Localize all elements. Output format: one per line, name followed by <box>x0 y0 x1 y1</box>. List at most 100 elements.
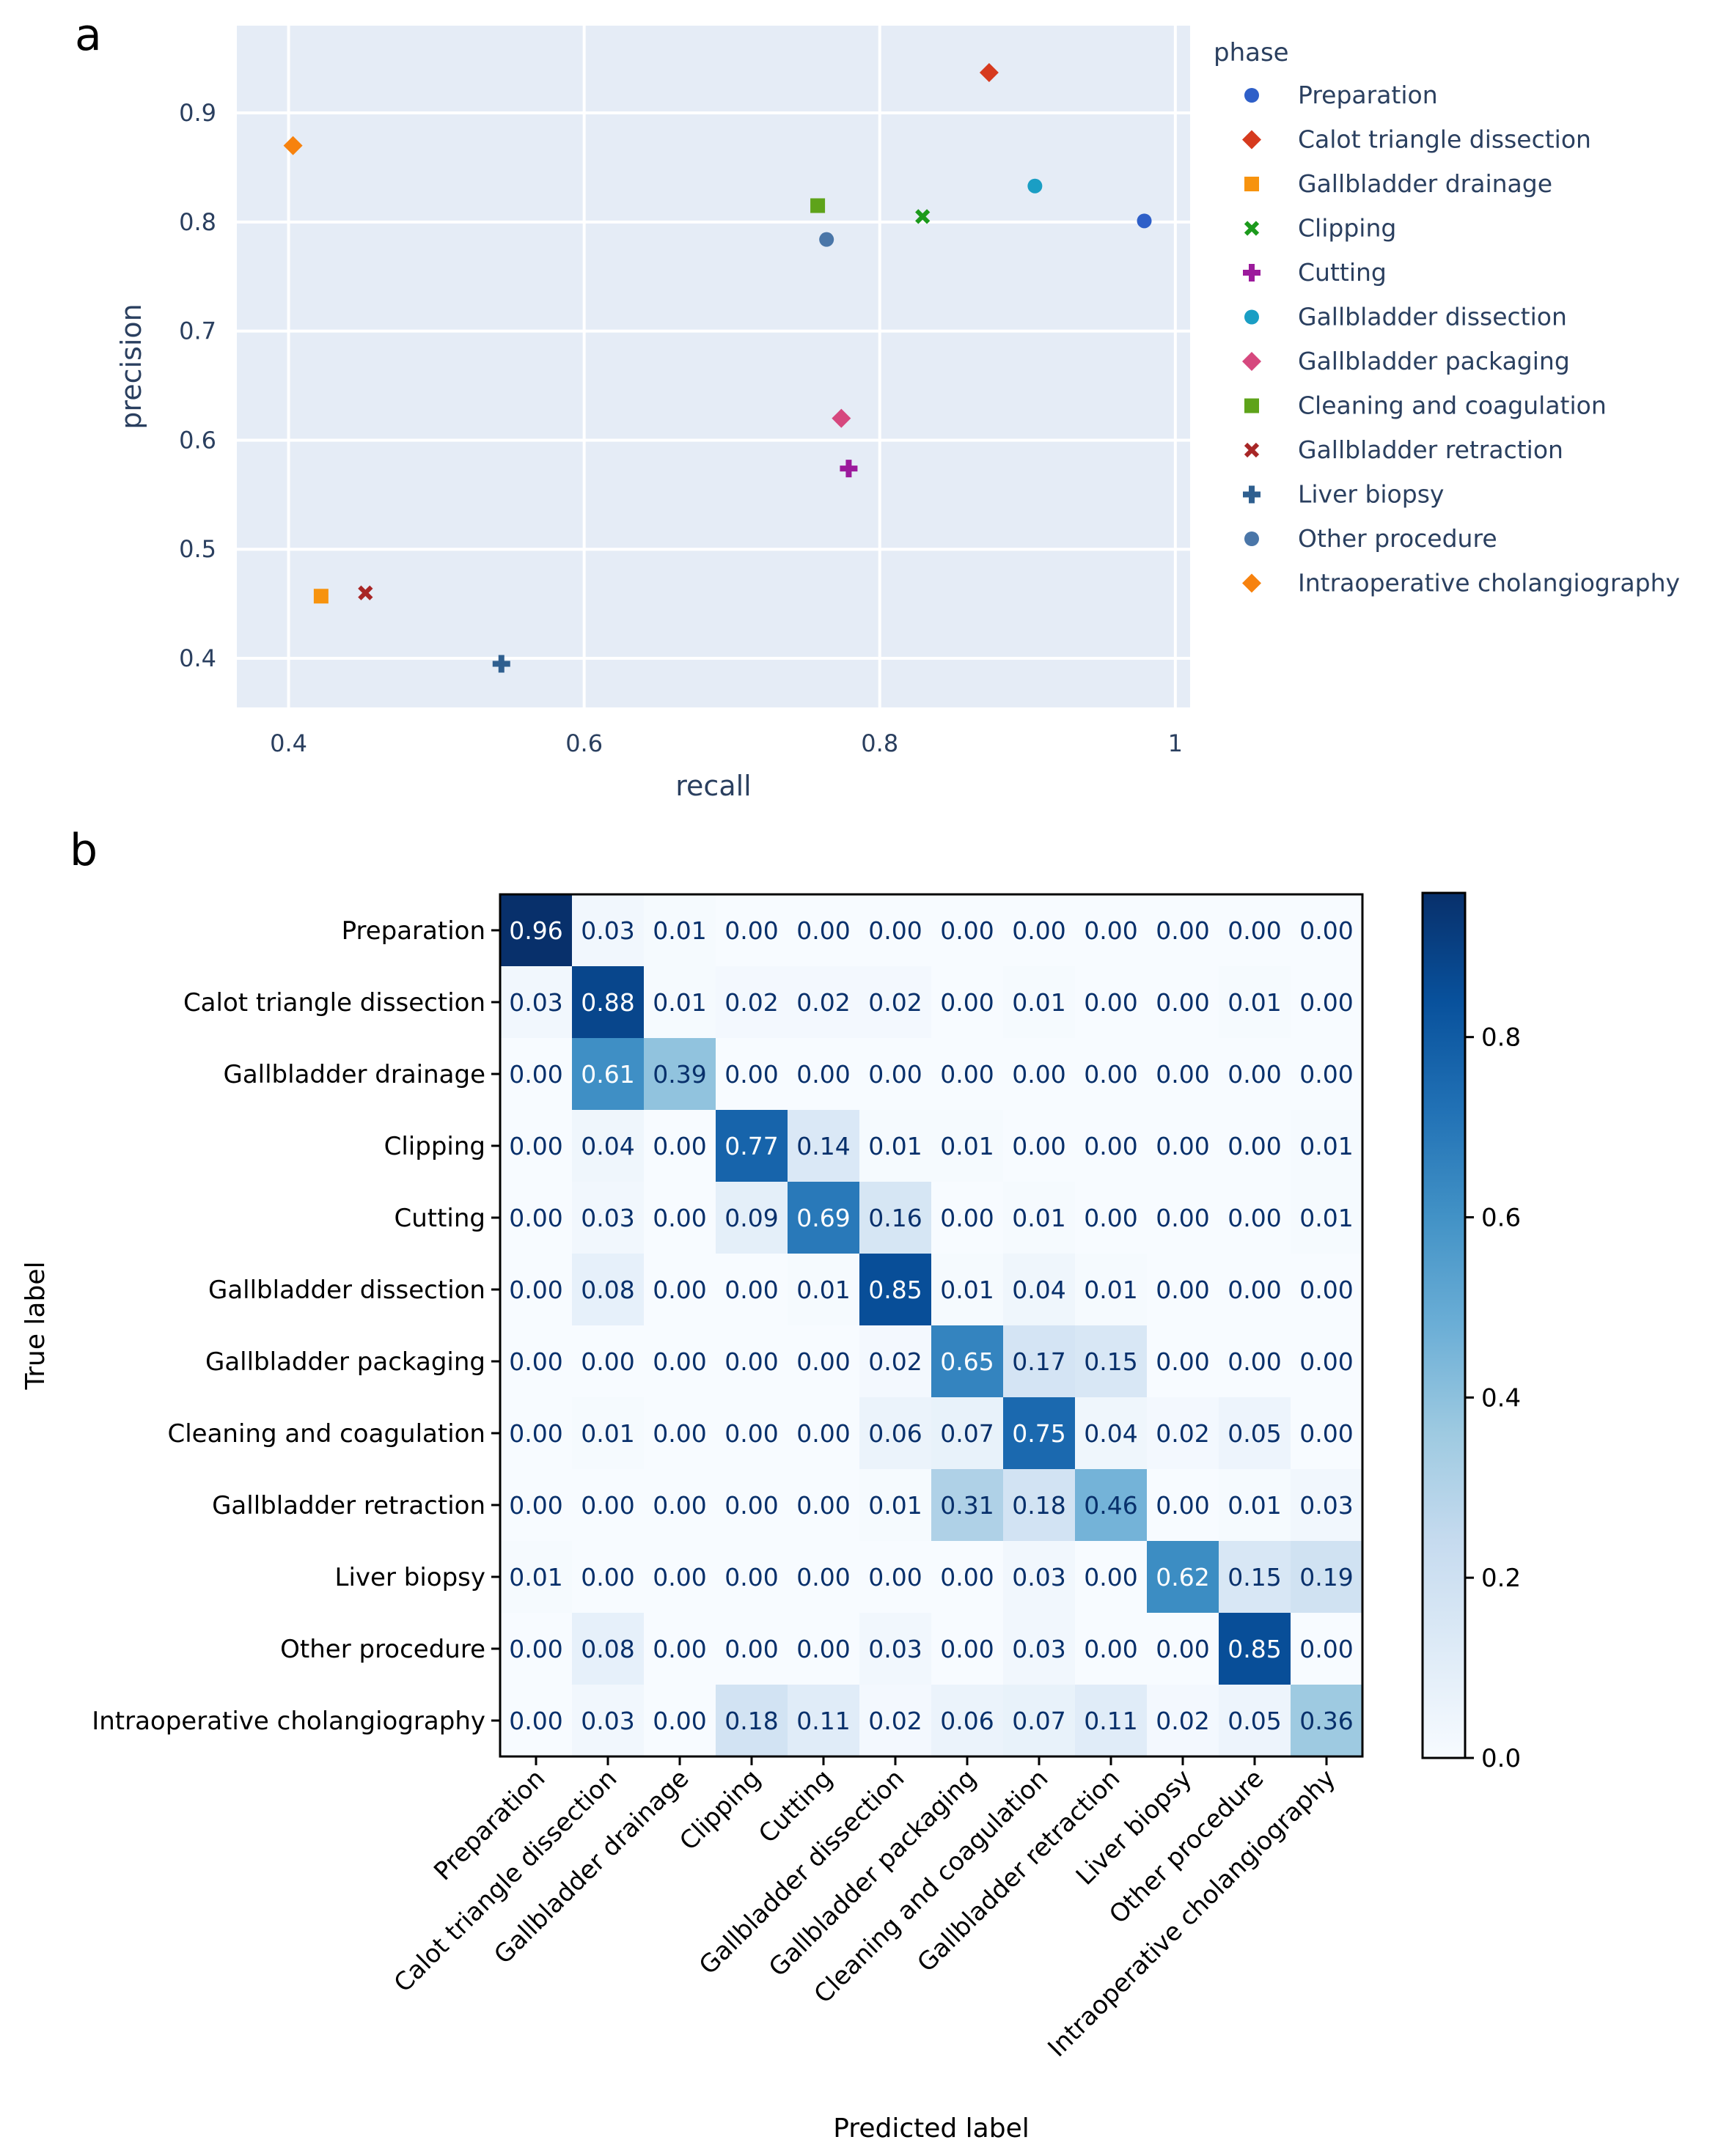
matrix-cell-value: 0.01 <box>868 1132 922 1160</box>
matrix-cell <box>716 1110 788 1182</box>
matrix-cell-value: 0.01 <box>940 1276 994 1304</box>
legend-item-calot-triangle-dissection[interactable]: Calot triangle dissection <box>1242 125 1591 154</box>
legend-marker <box>1244 221 1260 236</box>
matrix-cell-value: 0.00 <box>581 1347 634 1376</box>
legend-item-gallbladder-dissection[interactable]: Gallbladder dissection <box>1244 303 1567 331</box>
matrix-cell <box>1147 1613 1219 1685</box>
matrix-cell <box>500 1541 573 1614</box>
matrix-cell-value: 0.00 <box>796 1563 850 1592</box>
legend-item-liver-biopsy[interactable]: Liver biopsy <box>1243 480 1444 509</box>
row-label: Other procedure <box>280 1635 485 1664</box>
legend-item-preparation[interactable]: Preparation <box>1244 81 1438 109</box>
scatter-legend[interactable]: phase Preparation Calot triangle dissecti… <box>1214 38 1680 597</box>
legend-label: Preparation <box>1298 81 1438 109</box>
matrix-cell <box>1147 1685 1219 1757</box>
matrix-cell <box>1291 1469 1363 1542</box>
matrix-cell-value: 0.00 <box>868 1060 922 1089</box>
matrix-cell <box>1219 1397 1291 1470</box>
matrix-cell-value: 0.00 <box>724 1635 778 1663</box>
matrix-cell <box>1291 1613 1363 1685</box>
matrix-cell <box>644 1038 716 1111</box>
matrix-cell-value: 0.00 <box>1084 1563 1137 1592</box>
matrix-cell-value: 0.00 <box>509 1276 562 1304</box>
matrix-cell <box>1219 1613 1291 1685</box>
matrix-cell-value: 0.00 <box>1228 916 1281 945</box>
matrix-cell-value: 0.01 <box>1084 1276 1137 1304</box>
matrix-cell-value: 0.00 <box>940 1060 994 1089</box>
matrix-cell <box>1147 1325 1219 1398</box>
legend-item-gallbladder-drainage[interactable]: Gallbladder drainage <box>1244 169 1552 198</box>
matrix-cell <box>859 1685 932 1757</box>
scatter-y-axis-label: precision <box>115 303 147 429</box>
scatter-plot-area <box>237 26 1190 707</box>
matrix-cell-value: 0.17 <box>1012 1347 1065 1376</box>
matrix-cell <box>572 1541 645 1614</box>
matrix-cell <box>500 1038 573 1111</box>
matrix-cell-value: 0.00 <box>1084 1204 1137 1232</box>
matrix-cell-value: 0.85 <box>1228 1635 1281 1663</box>
colorbar-tick-label: 0.8 <box>1481 1023 1521 1053</box>
matrix-cell-value: 0.00 <box>1299 1276 1353 1304</box>
matrix-cell <box>931 1613 1004 1685</box>
legend-label: Cutting <box>1298 258 1387 287</box>
column-label: Clipping <box>674 1764 766 1856</box>
matrix-cell-value: 0.00 <box>1156 988 1209 1017</box>
matrix-cell-value: 0.03 <box>581 916 634 945</box>
matrix-cell-value: 0.00 <box>796 916 850 945</box>
legend-item-cleaning-and-coagulation[interactable]: Cleaning and coagulation <box>1244 391 1607 420</box>
matrix-cell <box>1147 1038 1219 1111</box>
panel-b-letter: b <box>70 825 98 876</box>
matrix-cell <box>788 1325 860 1398</box>
matrix-cell <box>500 966 573 1039</box>
matrix-cell <box>644 1325 716 1398</box>
matrix-cell <box>1147 1110 1219 1182</box>
legend-marker <box>1242 130 1261 150</box>
matrix-cell <box>572 1038 645 1111</box>
legend-marker <box>1244 177 1259 191</box>
matrix-cell-value: 0.00 <box>1299 988 1353 1017</box>
matrix-cell-value: 0.05 <box>1228 1419 1281 1448</box>
row-label: Gallbladder drainage <box>223 1060 485 1089</box>
legend-label: Intraoperative cholangiography <box>1298 569 1680 597</box>
matrix-cell-value: 0.03 <box>581 1707 634 1735</box>
matrix-cell <box>1003 1397 1076 1470</box>
legend-item-gallbladder-packaging[interactable]: Gallbladder packaging <box>1242 347 1570 375</box>
matrix-cell-value: 0.00 <box>509 1635 562 1663</box>
matrix-cell <box>716 1325 788 1398</box>
legend-label: Gallbladder drainage <box>1298 169 1552 198</box>
matrix-cell <box>572 1182 645 1254</box>
legend-item-other-procedure[interactable]: Other procedure <box>1244 524 1497 553</box>
legend-item-intraoperative-cholangiography[interactable]: Intraoperative cholangiography <box>1242 569 1680 597</box>
point-intraoperative-cholangiography <box>283 136 303 155</box>
matrix-cell-value: 0.00 <box>581 1563 634 1592</box>
matrix-cell-value: 0.03 <box>1299 1491 1353 1520</box>
legend-item-cutting[interactable]: Cutting <box>1243 258 1387 287</box>
matrix-cell <box>859 1182 932 1254</box>
matrix-cell <box>1219 1325 1291 1398</box>
matrix-cell <box>716 1613 788 1685</box>
matrix-cell-value: 0.04 <box>581 1132 634 1160</box>
matrix-cell <box>572 1469 645 1542</box>
matrix-cell-value: 0.00 <box>1299 1347 1353 1376</box>
matrix-cell <box>931 1038 1004 1111</box>
matrix-cell <box>500 1397 573 1470</box>
matrix-cell-value: 0.09 <box>724 1204 778 1232</box>
matrix-cell <box>716 1397 788 1470</box>
legend-item-gallbladder-retraction[interactable]: Gallbladder retraction <box>1244 435 1563 464</box>
matrix-cell-value: 0.00 <box>796 1635 850 1663</box>
matrix-cell <box>1003 1325 1076 1398</box>
matrix-cell <box>788 1685 860 1757</box>
matrix-cell-value: 0.19 <box>1299 1563 1353 1592</box>
scatter-tick-labels: 0.4 0.6 0.8 1 0.4 0.5 0.6 0.7 0.8 0.9 <box>179 99 1183 757</box>
matrix-cell <box>500 894 573 967</box>
matrix-cell-value: 0.00 <box>653 1276 706 1304</box>
matrix-cell <box>644 1182 716 1254</box>
matrix-cell-value: 0.01 <box>581 1419 634 1448</box>
matrix-cell <box>788 894 860 967</box>
legend-item-clipping[interactable]: Clipping <box>1244 214 1396 243</box>
matrix-cell-value: 0.01 <box>1228 1491 1281 1520</box>
matrix-cell <box>931 1182 1004 1254</box>
matrix-cell <box>1219 1110 1291 1182</box>
matrix-cell-value: 0.01 <box>940 1132 994 1160</box>
y-tick-label: 0.5 <box>179 535 216 563</box>
